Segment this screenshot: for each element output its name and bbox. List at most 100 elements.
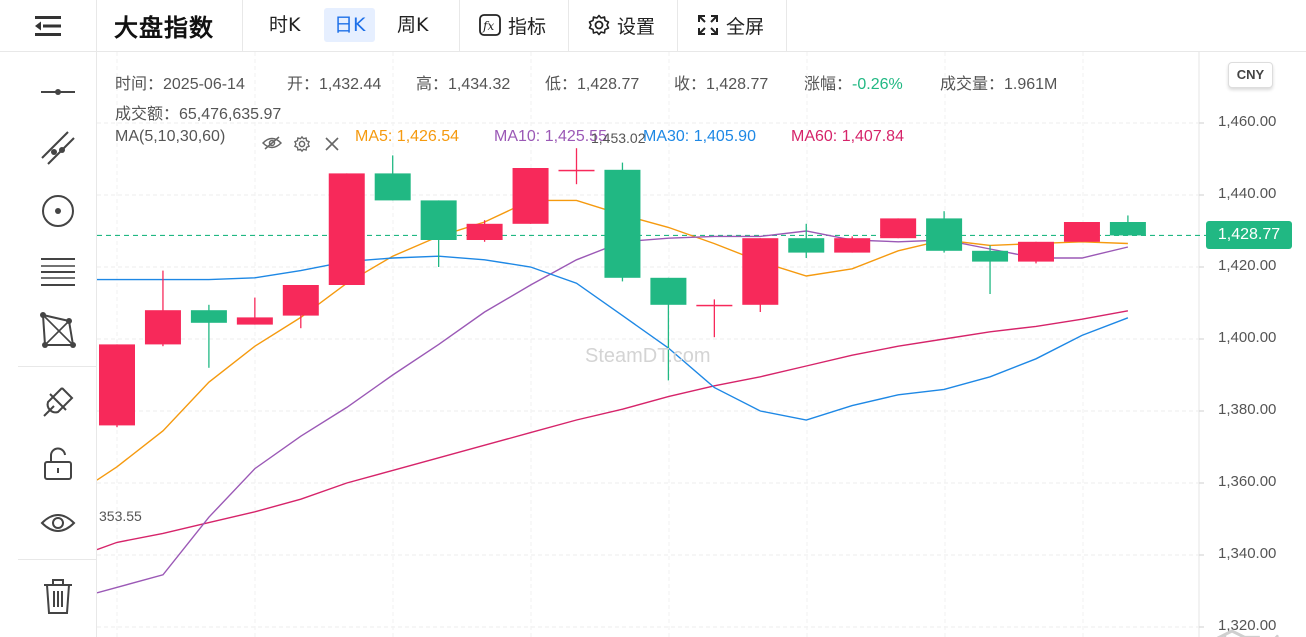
info-time: 时间：2025-06-14 <box>115 76 245 93</box>
info-high: 高：1,434.32 <box>416 76 511 93</box>
eye-slash-icon[interactable] <box>262 136 282 150</box>
top-toolbar: 大盘指数 时K 日K 周K fx 指标 设置 全屏 <box>0 0 1306 52</box>
y-tick-label: 1,400.00 <box>1218 329 1277 346</box>
y-tick-label: 1,340.00 <box>1218 545 1277 562</box>
magnet-tool[interactable] <box>34 382 82 422</box>
candle-down <box>190 310 227 323</box>
unlock-icon <box>44 447 72 480</box>
trash-icon <box>44 579 72 614</box>
function-icon: fx <box>479 14 501 36</box>
pattern-icon <box>40 312 76 348</box>
candle-down <box>788 238 825 253</box>
pattern-tool[interactable] <box>34 310 82 350</box>
info-open: 开：1,432.44 <box>287 76 382 93</box>
watermark: SteamDT.com <box>585 345 711 367</box>
candle-up <box>880 218 917 239</box>
ma-legend-label: MA(5,10,30,60) <box>115 128 226 145</box>
ma30-line <box>97 255 1129 421</box>
candle-up <box>742 238 779 305</box>
gear-icon <box>588 14 610 36</box>
page-title: 大盘指数 <box>114 14 214 42</box>
info-amount: 成交额：65,476,635.97 <box>115 106 282 123</box>
gear-icon[interactable] <box>293 135 311 153</box>
candle-up <box>1018 241 1054 262</box>
menu-collapse-icon <box>35 16 61 36</box>
candle-down <box>420 200 457 240</box>
y-tick-label: 1,460.00 <box>1218 113 1277 130</box>
lowest-annotation: 353.55 <box>99 508 142 524</box>
candle-up <box>834 238 871 253</box>
fullscreen-button[interactable]: 全屏 <box>696 8 764 42</box>
currency-button[interactable]: CNY <box>1228 62 1273 88</box>
brand-logo-icon <box>1216 629 1248 637</box>
divider <box>568 0 569 52</box>
indicator-label: 指标 <box>508 15 547 38</box>
candle-up <box>144 310 181 345</box>
candle-down <box>650 277 687 305</box>
fullscreen-icon <box>698 15 718 35</box>
tab-hourly-k[interactable]: 时K <box>269 14 301 36</box>
candle-down <box>374 173 411 201</box>
candle-down <box>1109 222 1146 236</box>
horizontal-line-icon <box>41 89 75 95</box>
ma60-legend: MA60: 1,407.84 <box>791 128 904 145</box>
divider <box>786 0 787 52</box>
toolbar-divider <box>18 559 97 560</box>
lock-tool[interactable] <box>34 444 82 484</box>
info-close: 收：1,428.77 <box>674 76 769 93</box>
candle-up <box>328 173 365 285</box>
toolbar-divider <box>18 366 97 367</box>
candle-up <box>282 285 319 316</box>
close-icon[interactable] <box>325 137 339 151</box>
eye-icon <box>40 514 76 532</box>
candle-down <box>972 250 1009 262</box>
settings-button[interactable]: 设置 <box>587 8 655 42</box>
y-tick-label: 1,440.00 <box>1218 185 1277 202</box>
y-tick-label: 1,360.00 <box>1218 473 1277 490</box>
brand-name: 小黑盒 <box>1212 628 1290 637</box>
kline-chart-svg[interactable] <box>97 52 1306 637</box>
tab-weekly-k[interactable]: 周K <box>397 14 429 36</box>
candle-up <box>696 304 733 307</box>
highest-annotation: 1,453.02 <box>591 130 646 146</box>
info-low: 低：1,428.77 <box>545 76 640 93</box>
drawing-toolbar <box>0 52 97 637</box>
info-change-label: 涨幅： <box>804 76 853 93</box>
svg-text:fx: fx <box>482 19 494 33</box>
last-price-tag: 1,428.77 <box>1206 221 1292 250</box>
candle-up <box>466 223 503 240</box>
y-tick-label: 1,420.00 <box>1218 257 1277 274</box>
candle-down <box>604 169 641 278</box>
info-change: 涨幅：-0.26% <box>804 70 903 94</box>
candle-up <box>236 317 273 325</box>
info-change-value: -0.26% <box>852 76 903 93</box>
settings-label: 设置 <box>617 15 656 38</box>
ma60-line <box>97 310 1129 551</box>
horizontal-line-tool[interactable] <box>34 72 82 112</box>
circle-tool[interactable] <box>34 191 82 231</box>
kline-chart[interactable]: 时间：2025-06-14 开：1,432.44 高：1,434.32 低：1,… <box>97 52 1306 637</box>
menu-toggle-button[interactable] <box>0 0 97 52</box>
parallel-lines-icon <box>41 258 75 286</box>
indicator-button[interactable]: fx 指标 <box>478 8 546 42</box>
ma5-legend: MA5: 1,426.54 <box>355 128 460 145</box>
tab-daily-k[interactable]: 日K <box>324 8 376 42</box>
fullscreen-label: 全屏 <box>726 15 765 38</box>
candle-up <box>512 168 549 224</box>
candle-up <box>558 169 595 172</box>
ma30-legend: MA30: 1,405.90 <box>643 128 756 145</box>
divider <box>242 0 243 52</box>
magnet-icon <box>43 387 74 417</box>
candle-up <box>99 344 135 426</box>
trend-line-icon <box>41 131 75 165</box>
visibility-tool[interactable] <box>34 503 82 543</box>
circle-icon <box>42 195 74 227</box>
info-volume: 成交量：1.961M <box>940 76 1058 93</box>
brand-watermark: 小黑盒 <box>1212 628 1290 637</box>
delete-tool[interactable] <box>34 577 82 617</box>
trend-line-tool[interactable] <box>34 128 82 168</box>
parallel-lines-tool[interactable] <box>34 252 82 292</box>
divider <box>459 0 460 52</box>
y-tick-label: 1,380.00 <box>1218 401 1277 418</box>
ma10-legend: MA10: 1,425.55 <box>494 128 607 145</box>
